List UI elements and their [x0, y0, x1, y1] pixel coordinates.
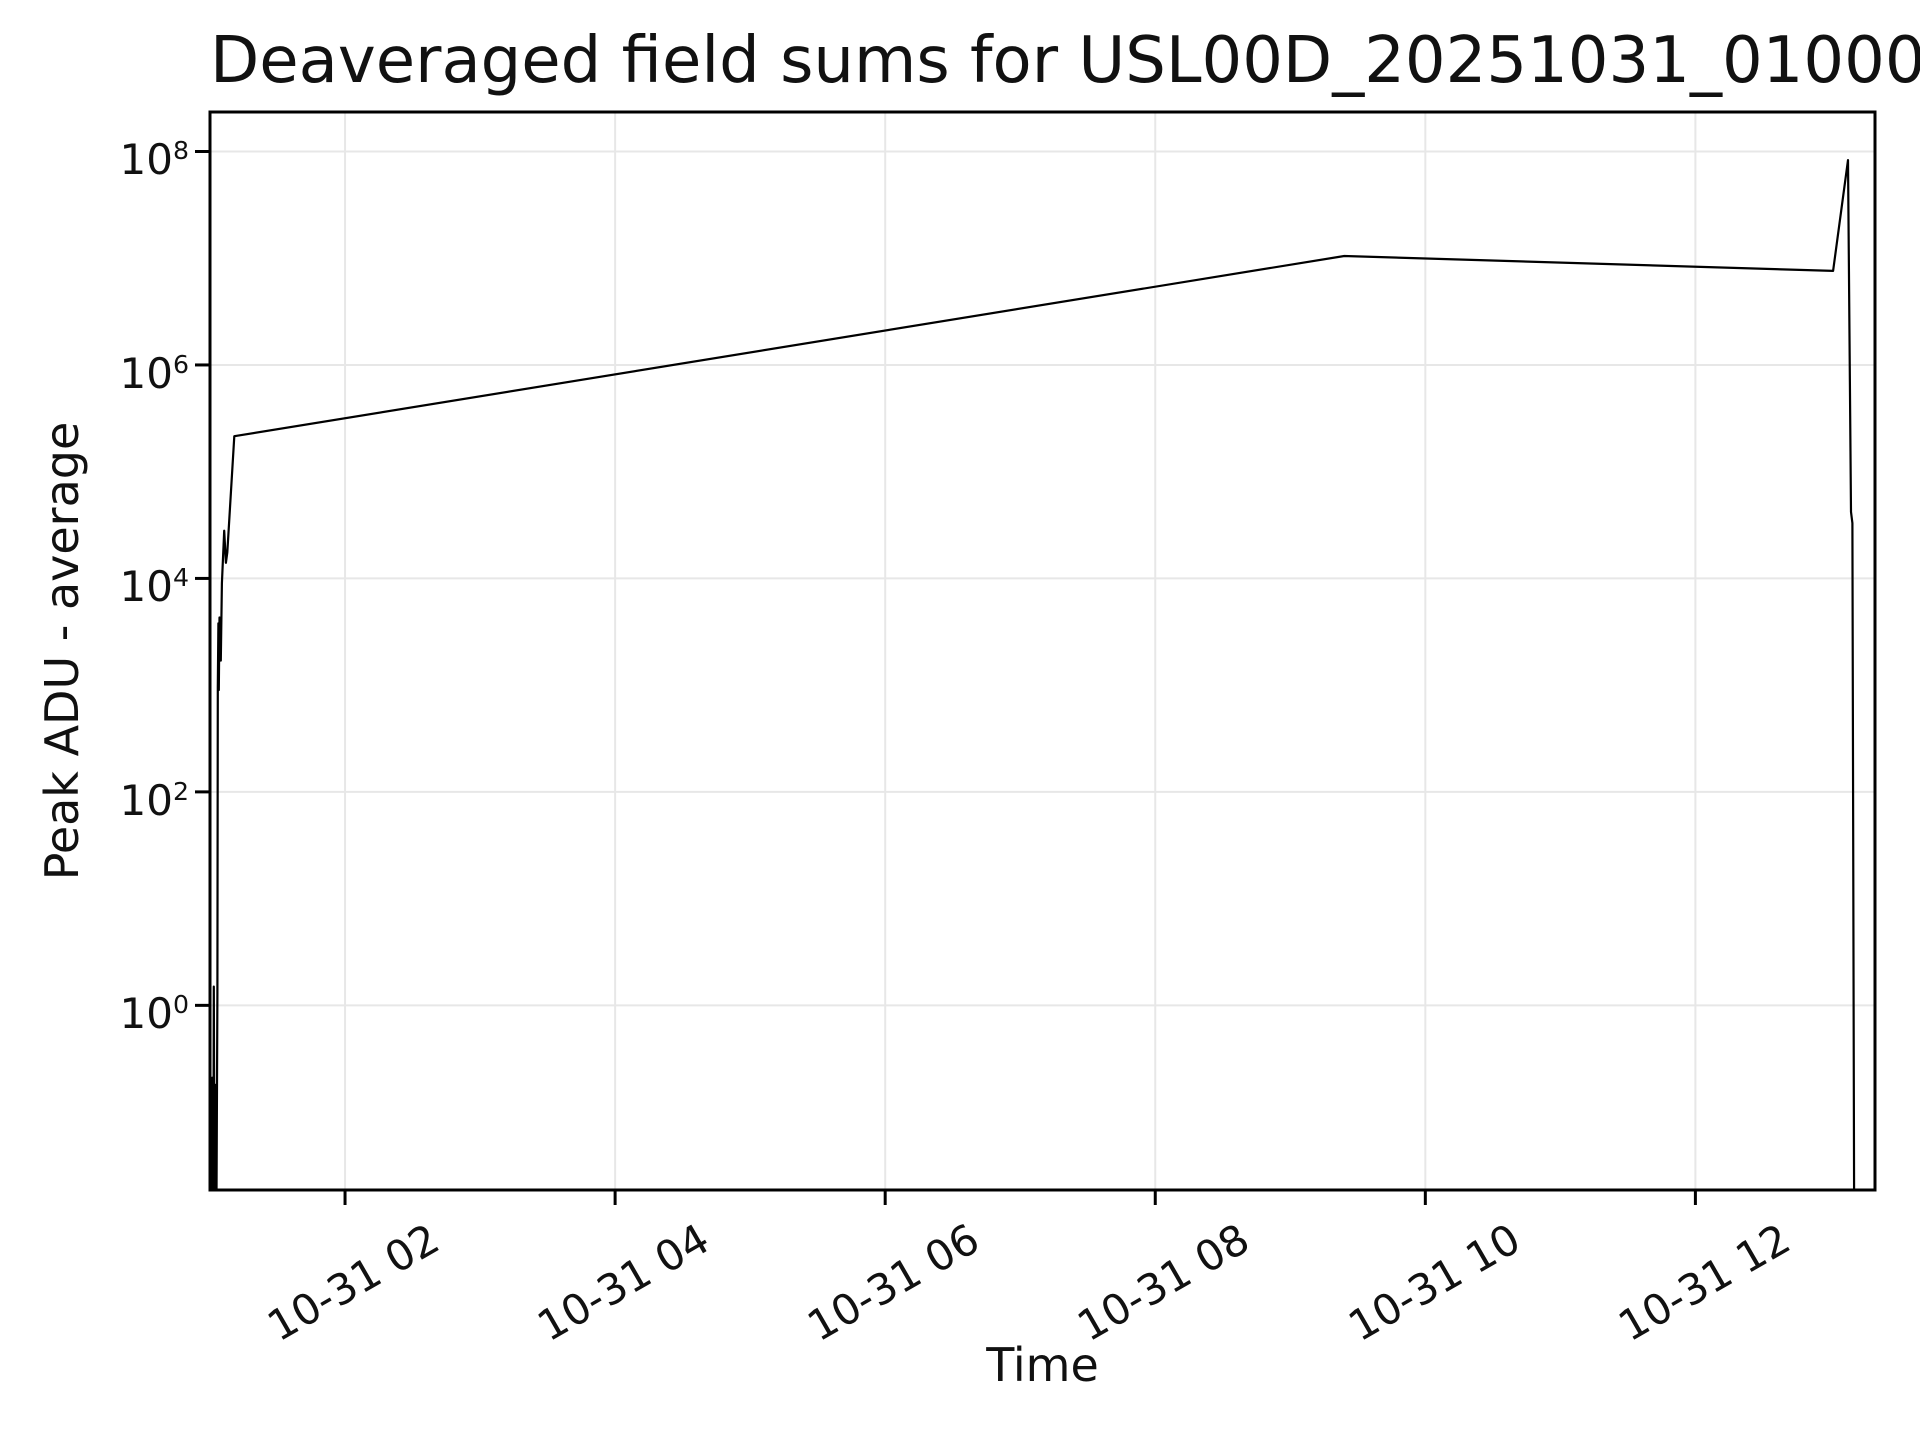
- y-tick-label: 104: [119, 562, 190, 612]
- y-tick-label: 102: [119, 775, 190, 825]
- chart-title: Deaveraged field sums for USL00D_2025103…: [210, 24, 1920, 98]
- x-axis-label: Time: [986, 1338, 1099, 1392]
- y-tick-label: 108: [119, 135, 190, 185]
- y-tick-label: 100: [119, 989, 190, 1039]
- data-line: [210, 159, 1856, 1190]
- y-tick-label: 106: [119, 348, 190, 398]
- plot-border: [208, 110, 1877, 1192]
